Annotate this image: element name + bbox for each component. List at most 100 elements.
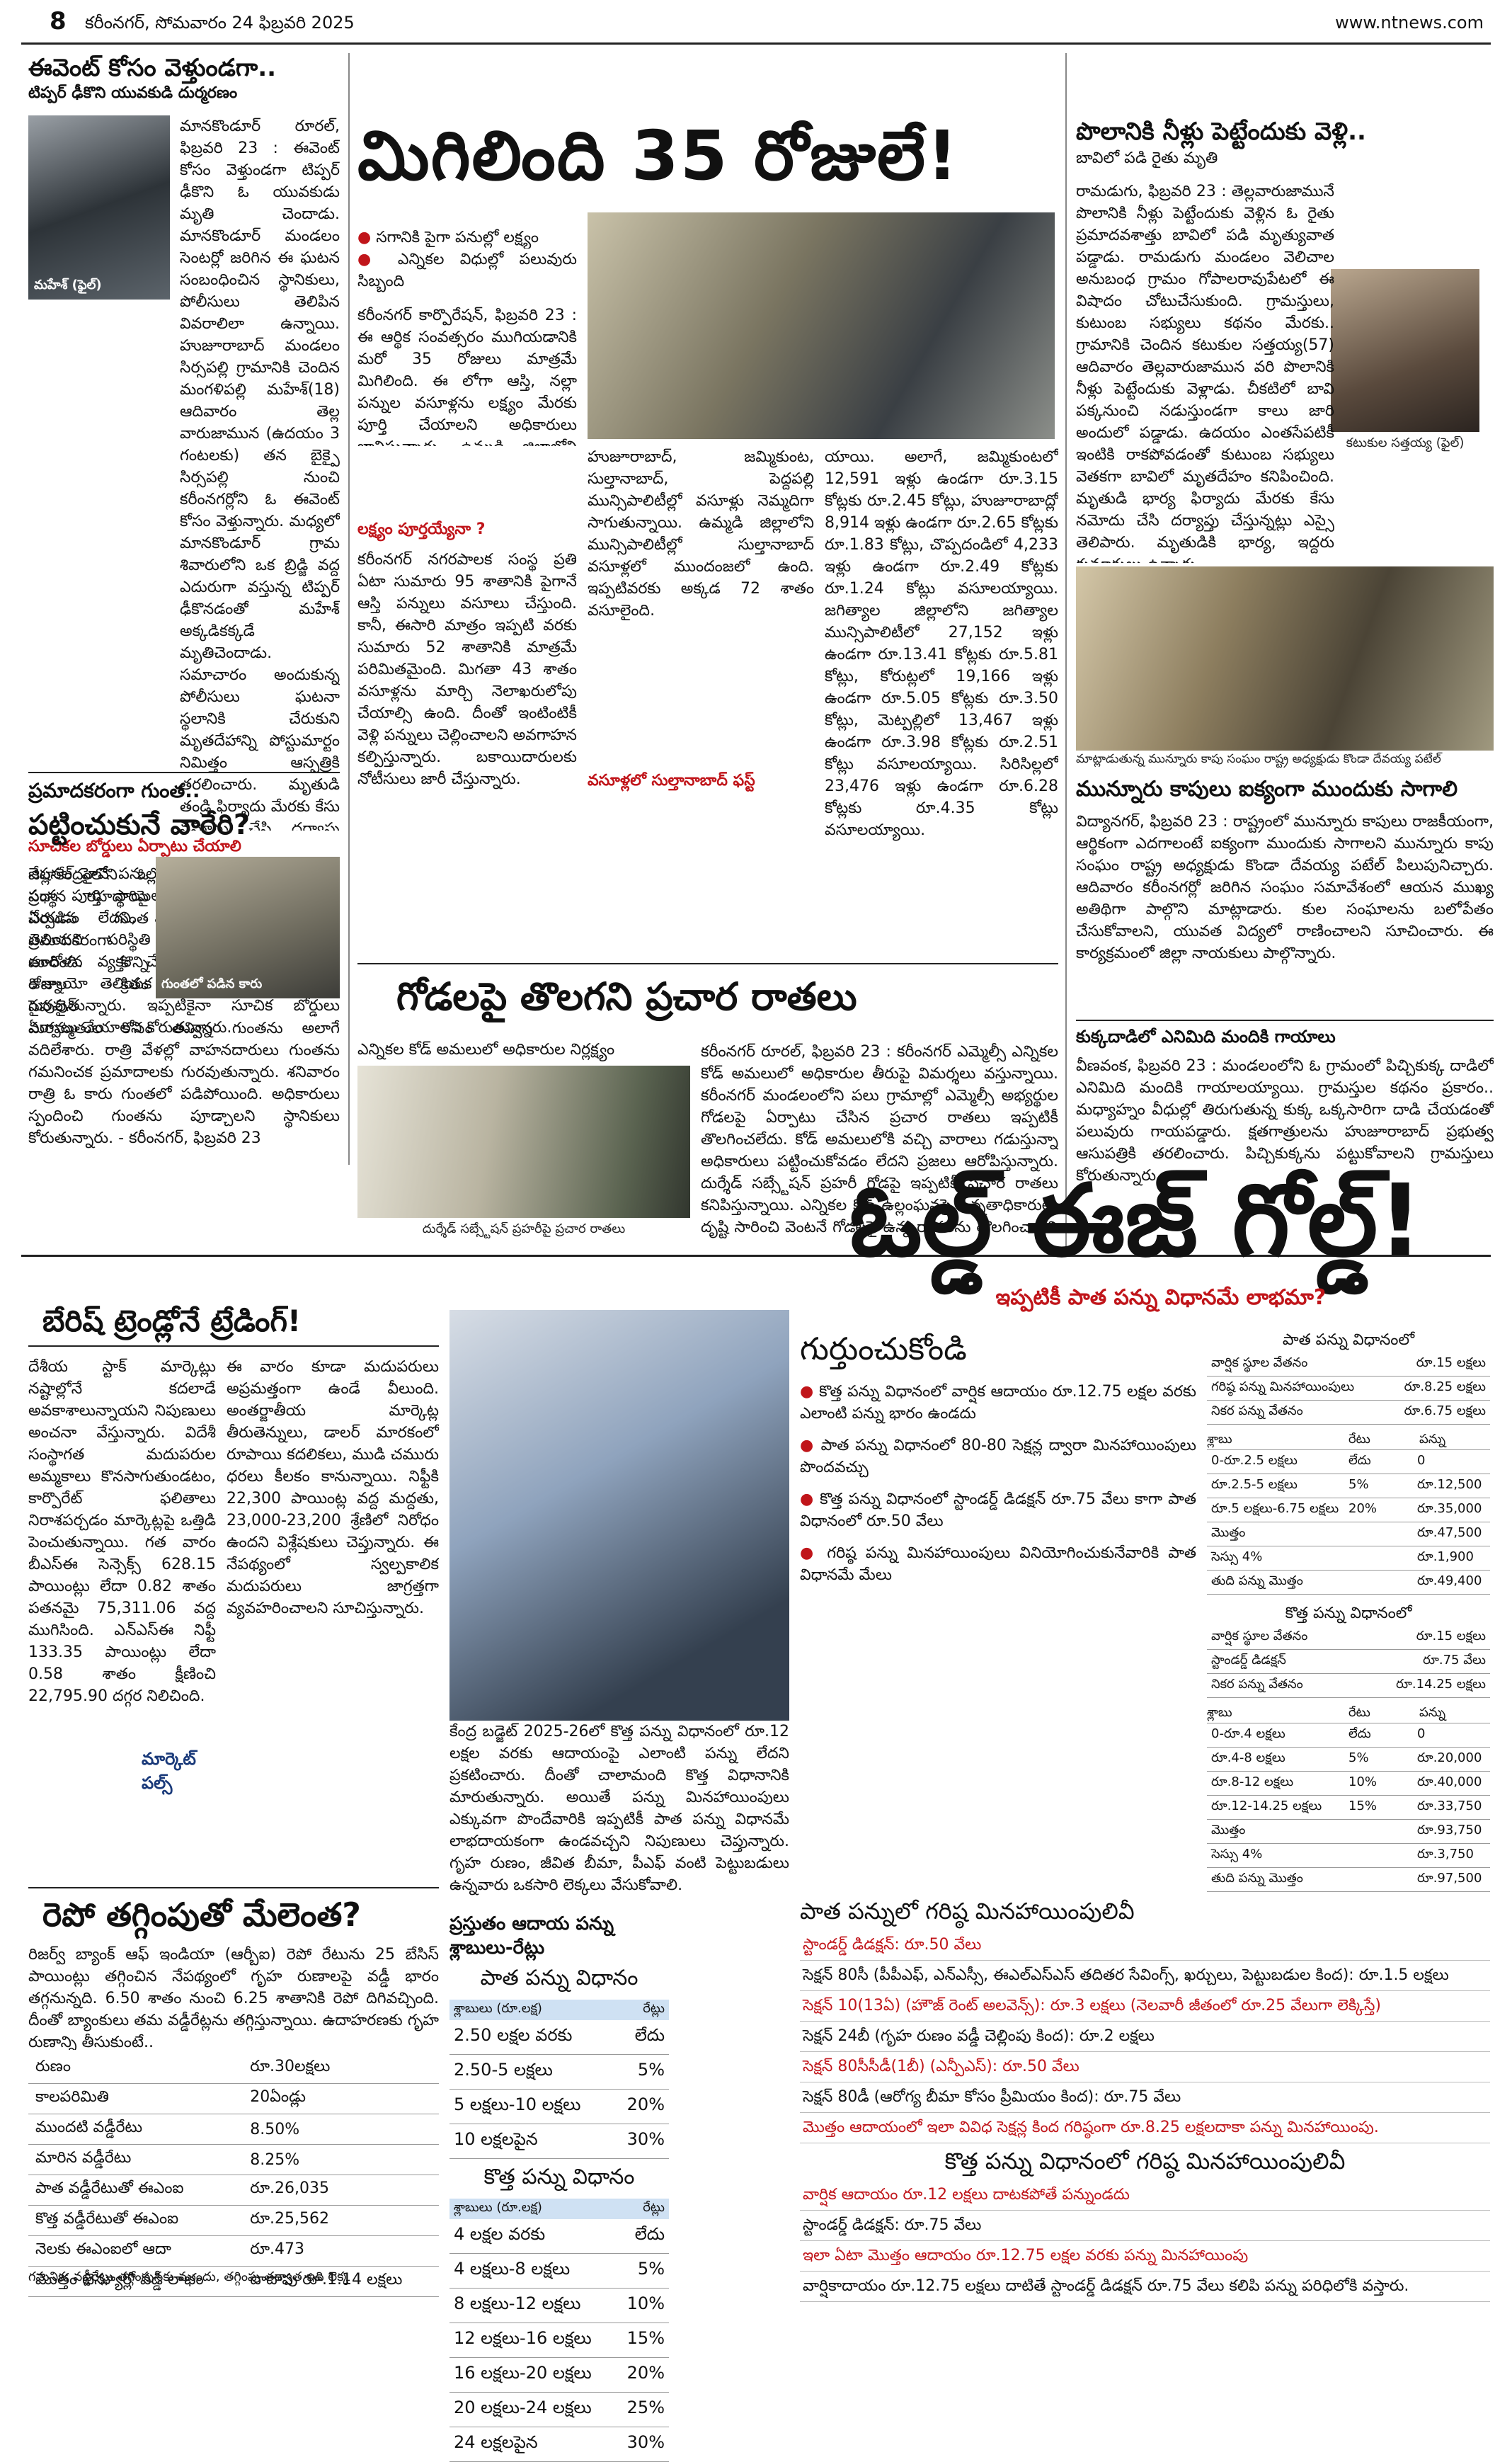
dog-headline: కుక్కదాడిలో ఎనిమిది మందికి గాయాలు [1076,1027,1336,1047]
table-cell: రూ.75 వేలు [1423,1653,1486,1668]
event-subhead: టిప్పర్ ఢీకొని యువకుడి దుర్మరణం [28,84,238,102]
slab-row: 24 లక్షలపైన 30% [449,2427,669,2462]
rate-col-header: రేట్లు [643,2200,665,2215]
calc-tax-col: పన్ను [1419,1705,1446,1720]
remember-label: గుర్తుంచుకోండి [800,1331,967,1367]
oldtax-subhead: ఇప్పటికీ పాత పన్ను విధానమే లాభమా? [995,1285,1327,1310]
event-byline: మహేశ్ (ఫైల్) [34,278,102,292]
slab-row: 12 లక్షలు-16 లక్షలు 15% [449,2323,669,2358]
event-body: మానకొండూర్ రూరల్, ఫిబ్రవరి 23 : ఈవెంట్ క… [180,118,340,831]
days-col4: యాయి. అలాగే, జమ్మికుంటలో 12,591 ఇళ్లు ఉం… [825,448,1058,839]
calc-slab-row: రూ.8-12 లక్షలు 10% రూ.40,000 [1207,1772,1490,1796]
days-headline: మిగిలింది 35 రోజులే! [357,116,959,195]
old-slabs-list: 2.50 లక్షల వరకు లేదు 2.50-5 లక్షలు 5% 5 లక్ష… [449,2020,669,2159]
calc-row: వార్షిక స్థూల వేతనం రూ.15 లక్షలు [1207,1352,1490,1377]
old-calc-header: శ్లాబు రేటు పన్ను [1207,1432,1490,1450]
munnuru-photo [1076,566,1494,751]
repo-body: రిజర్వ్ బ్యాంక్ ఆఫ్ ఇండియా (ఆర్బీఐ) రెపో… [28,1946,439,2050]
oldtax-intro: కేంద్ర బడ్జెట్ 2025-26లో కొత్త పన్ను విధ… [449,1723,789,1894]
walls-subhead: ఎన్నికల కోడ్ అమలులో అధికారుల నిర్లక్ష్యం [357,1041,615,1059]
exemptions-new-list: వార్షిక ఆదాయం రూ.12 లక్షలు దాటకపోతే పన్న… [800,2180,1490,2302]
table-cell: 5% [637,2259,665,2279]
table-cell: రూ.12-14.25 లక్షలు [1211,1799,1322,1813]
exemptions-box: పాత పన్నులో గరిష్ఠ మినహాయింపులివీ స్టాండ… [800,1898,1490,2302]
table-row: రుణం రూ.30లక్షలు [28,2053,439,2084]
table-cell: మొత్తం [1211,1525,1246,1540]
table-cell: తుది పన్ను మొత్తం [1211,1871,1303,1886]
page-number: 8 [50,7,67,35]
table-cell: రూ.20,000 [1417,1750,1482,1765]
dog-body: వీణవంక, ఫిబ్రవరి 23 : మండలంలోని ఓ గ్రామం… [1076,1057,1494,1185]
table-cell: రూ.3,750 [1417,1847,1474,1862]
remember-point: కొత్త పన్ను విధానంలో స్టాండర్డ్ డిడక్షన్… [800,1488,1196,1532]
table-cell: 20% [626,2363,665,2383]
calc-rate-col: రేటు [1348,1432,1370,1447]
table-row: కాలపరిమితి 20ఏండ్లు [28,2083,439,2114]
table-cell: లేదు [634,2224,665,2244]
table-cell: 8 లక్షలు-12 లక్షలు [454,2293,581,2313]
table-row: కొత్త వడ్డీరేటుతో ఈఎంఐ రూ.25,562 [28,2205,439,2236]
table-cell: 5% [1348,1750,1369,1765]
old-regime-title: పాత పన్ను విధానం [480,1966,638,1990]
table-row: మారిన వడ్డీరేటు 8.25% [28,2144,439,2175]
table-cell: రూ.47,500 [1417,1525,1482,1540]
table-cell: రూ.473 [243,2235,439,2267]
walls-body: కరీంనగర్ రూరల్, ఫిబ్రవరి 23 : కరీంనగర్ ఎ… [701,1043,1058,1236]
table-cell: రూ.93,750 [1417,1823,1482,1837]
dateline: కరీంనగర్, సోమవారం 24 ఫిబ్రవరి 2025 [85,13,355,33]
table-cell [1348,1823,1417,1840]
table-cell: 5% [637,2060,665,2080]
calc-slab-row: రూ.4-8 లక్షలు 5% రూ.20,000 [1207,1748,1490,1772]
new-slabs-list: 4 లక్షల వరకు లేదు 4 లక్షలు-8 లక్షలు 5% 8 లక్… [449,2219,669,2462]
munnuru-photo-caption: మాట్లాడుతున్న మున్నూరు కాపు సంఘం రాష్ట్ర… [1076,752,1441,766]
table-cell: రూ.25,562 [243,2205,439,2236]
remember-box: గుర్తుంచుకోండి కొత్త పన్ను విధానంలో వార్… [800,1331,1196,1898]
table-cell: రూ.6.75 లక్షలు [1404,1403,1486,1418]
table-cell: మొత్తం టెన్యూర్లో వడ్డీ లాభం [28,2266,244,2297]
table-cell: రూ.35,000 [1417,1501,1482,1516]
table-cell: సెస్సు 4% [1211,1847,1263,1862]
bearish-col1: దేశీయ స్టాక్ మార్కెట్లు నష్టాల్లోనే కదలా… [28,1358,216,1705]
new-calc-slabs: 0-రూ.4 లక్షలు లేదు 0 రూ.4-8 లక్షలు 5% రూ.20,0… [1207,1723,1490,1892]
days-col1: కరీంనగర్ కార్పొరేషన్, ఫిబ్రవరి 23 : ఈ ఆర… [357,307,577,446]
slab-row: 4 లక్షలు-8 లక్షలు 5% [449,2254,669,2289]
repo-note: గమనిక: వడ్డీరేట్లు తగ్గింపునకు ముందు, తగ… [28,2269,350,2284]
days-col3b [588,797,814,959]
table-cell: 5 లక్షలు-10 లక్షలు [454,2095,581,2114]
table-cell: పాత వడ్డీరేటుతో ఈఎంఐ [28,2175,244,2206]
table-cell: గరిష్ఠ పన్ను మినహాయింపులు [1211,1379,1355,1394]
table-cell: రూ.5 లక్షలు-6.75 లక్షలు [1211,1501,1339,1516]
table-cell: రూ.33,750 [1417,1799,1482,1813]
days-subhead1: లక్ష్యం పూర్తయ్యేనా ? [357,520,486,538]
days-bullet: సగానికి పైగా పనుల్లో లక్ష్యం [357,227,577,249]
table-cell: రూ.12,500 [1417,1477,1482,1492]
masthead: 8 కరీంనగర్, సోమవారం 24 ఫిబ్రవరి 2025 www… [21,7,1491,42]
table-cell [1348,1573,1417,1591]
new-slab-header: శ్లాబులు (రూ.లక్ష) రేట్లు [449,2199,669,2219]
calc-row: నికర పన్ను వేతనం రూ.14.25 లక్షలు [1207,1674,1490,1698]
calc-box: పాత పన్ను విధానంలో వార్షిక స్థూల వేతనం రూ… [1207,1331,1490,1892]
rate-col-header: రేట్లు [643,2001,665,2016]
exemption-item: సెక్షన్ 80సీ (పీపీఎఫ్, ఎన్ఎస్సీ, ఈఎల్ఎస్… [800,1961,1490,1991]
table-row: ముందటి వడ్డీరేటు 8.50% [28,2114,439,2145]
section-rule [21,1255,1491,1257]
old-calc-slabs: 0-రూ.2.5 లక్షలు లేదు 0 రూ.2.5-5 లక్షలు 5% రూ.… [1207,1450,1490,1595]
danger-body-text: జిల్లాకేంద్రంలోని ఓ ప్రధాన రహదారిపై ఏర్ప… [28,866,340,1147]
oldtax-side-text [676,1912,789,2301]
table-cell: 2.50-5 లక్షలు [454,2060,553,2080]
munnuru-headline: మున్నూరు కాపులు ఐక్యంగా ముందుకు సాగాలి [1076,777,1458,802]
days-col1b [357,450,577,513]
farmer-photo [1331,269,1479,432]
table-cell: నెలకు ఈఎంఐలో ఆదా [28,2235,244,2267]
exemption-item: మొత్తం ఆదాయంలో ఇలా వివిధ సెక్షన్ల కింద గ… [800,2113,1490,2143]
story-35days-headline-wrap: మిగిలింది 35 రోజులే! [357,117,1058,202]
danger-kicker-wrap: ప్రమాదకరంగా గుంత.. పట్టించుకునే వారేరి? [28,772,340,843]
remember-point: గరిష్ఠ పన్ను మినహాయింపులు వినియోగించుకున… [800,1542,1196,1586]
repo-headline: రెపో తగ్గింపుతో మేలెంత? [42,1896,361,1934]
calc-slab-row: 0-రూ.4 లక్షలు లేదు 0 [1207,1723,1490,1748]
table-cell: నికర పన్ను వేతనం [1211,1677,1303,1692]
website[interactable]: www.ntnews.com [1335,13,1484,33]
table-cell: రూ.40,000 [1417,1774,1482,1789]
repo-rule [28,1887,439,1888]
table-cell: 15% [626,2328,665,2348]
